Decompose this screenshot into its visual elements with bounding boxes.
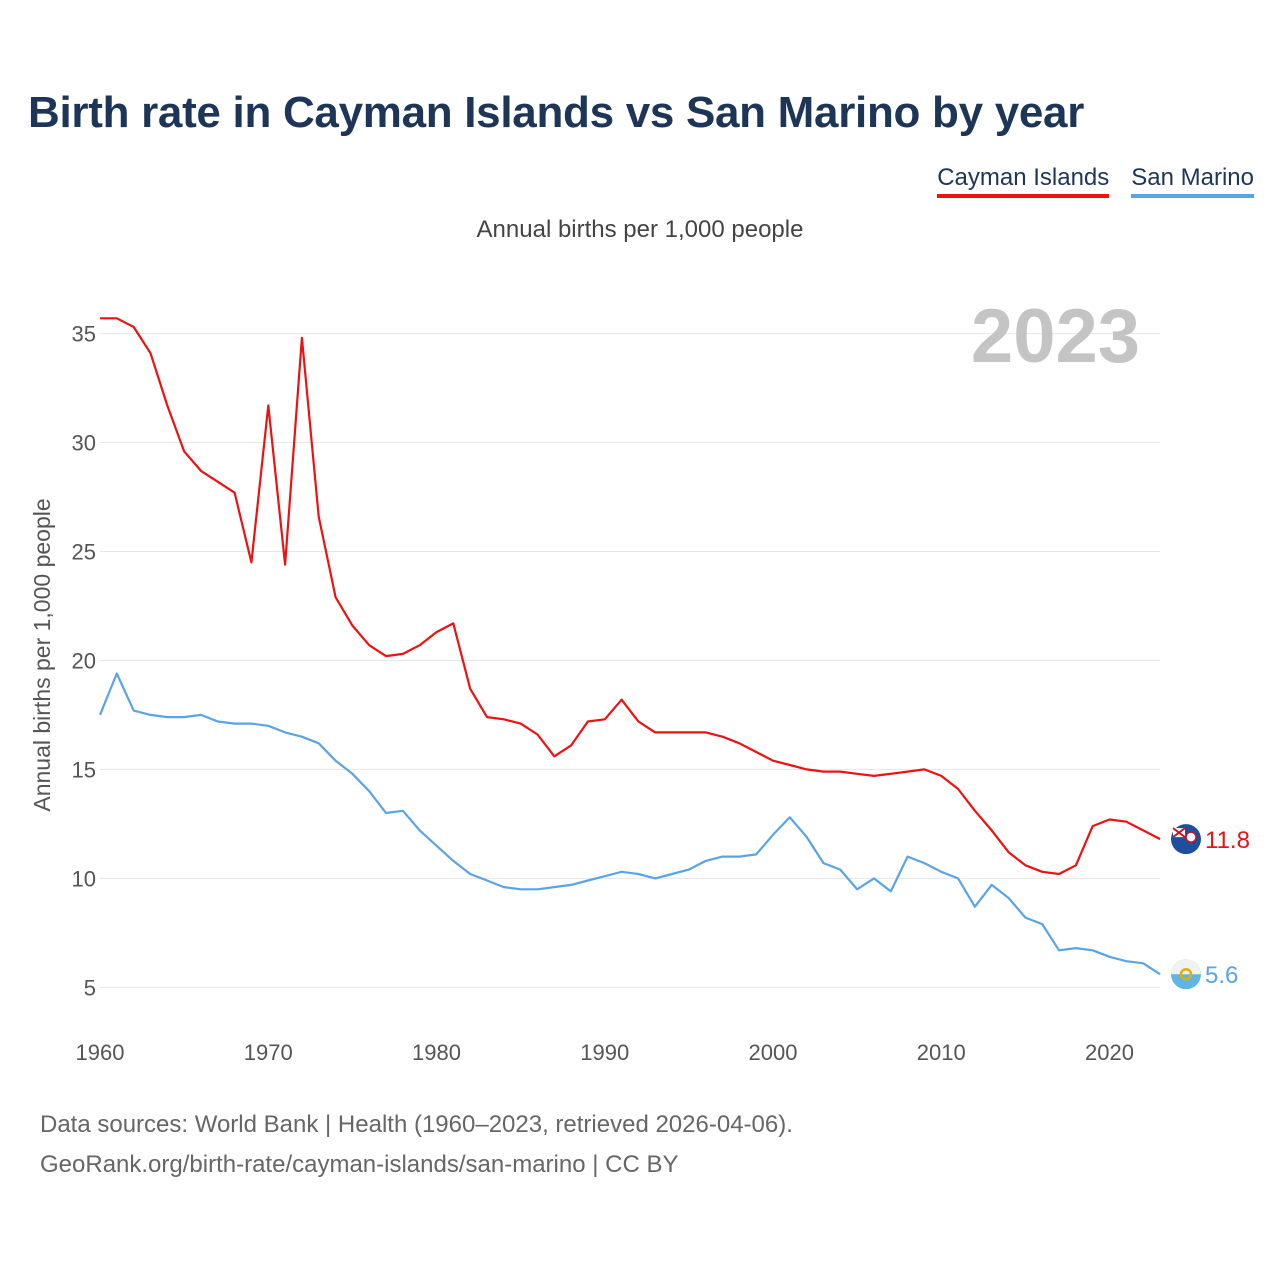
x-tick-label-1980: 1980 bbox=[412, 1040, 461, 1065]
y-tick-label-25: 25 bbox=[72, 539, 96, 564]
y-tick-label-20: 20 bbox=[72, 648, 96, 673]
source-line-link[interactable]: GeoRank.org/birth-rate/cayman-islands/sa… bbox=[40, 1151, 679, 1178]
source-note: Data sources: World Bank | Health (1960–… bbox=[40, 1105, 793, 1185]
y-tick-label-35: 35 bbox=[72, 322, 96, 347]
x-tick-label-1970: 1970 bbox=[244, 1040, 293, 1065]
legend-item-san-marino[interactable]: San Marino bbox=[1131, 164, 1254, 198]
x-tick-label-2020: 2020 bbox=[1085, 1040, 1134, 1065]
series-points-cayman-islands bbox=[100, 318, 1160, 874]
x-tick-label-2010: 2010 bbox=[917, 1040, 966, 1065]
legend: Cayman Islands San Marino bbox=[937, 164, 1254, 198]
chart-title: Birth rate in Cayman Islands vs San Mari… bbox=[28, 88, 1085, 137]
y-tick-label-15: 15 bbox=[72, 757, 96, 782]
series-points-san-marino bbox=[100, 673, 1160, 974]
end-value-label-san-marino: 5.6 bbox=[1205, 962, 1238, 989]
x-axis-ticks: 1960 1970 1980 1990 2000 2010 2020 bbox=[76, 1040, 1134, 1065]
series-lines bbox=[98, 317, 1161, 976]
end-value-label-cayman-islands: 11.8 bbox=[1205, 827, 1250, 854]
y-tick-label-30: 30 bbox=[72, 431, 96, 456]
series-end-markers: 11.8 5.6 bbox=[1171, 824, 1250, 990]
series-line-san-marino bbox=[98, 672, 1161, 976]
legend-item-cayman-islands[interactable]: Cayman Islands bbox=[937, 164, 1110, 198]
y-tick-label-5: 5 bbox=[84, 975, 96, 1000]
y-axis-label: Annual births per 1,000 people bbox=[29, 498, 55, 811]
x-tick-label-1990: 1990 bbox=[580, 1040, 629, 1065]
cayman-islands-flag-icon bbox=[1171, 824, 1201, 855]
series-line-cayman-islands bbox=[100, 317, 1161, 876]
y-axis-ticks: 5 10 15 20 25 30 35 bbox=[72, 322, 96, 1001]
line-chart: 5 10 15 20 25 30 35 1960 1970 1980 1990 2000 2010 20… bbox=[29, 294, 1250, 1065]
x-tick-label-1960: 1960 bbox=[76, 1040, 125, 1065]
y-tick-label-10: 10 bbox=[72, 866, 96, 891]
san-marino-flag-icon bbox=[1171, 959, 1201, 990]
gridlines bbox=[100, 333, 1160, 988]
year-watermark: 2023 bbox=[971, 294, 1140, 379]
source-line-data: Data sources: World Bank | Health (1960–… bbox=[40, 1111, 793, 1138]
chart-subtitle: Annual births per 1,000 people bbox=[476, 216, 804, 243]
x-tick-label-2000: 2000 bbox=[749, 1040, 798, 1065]
